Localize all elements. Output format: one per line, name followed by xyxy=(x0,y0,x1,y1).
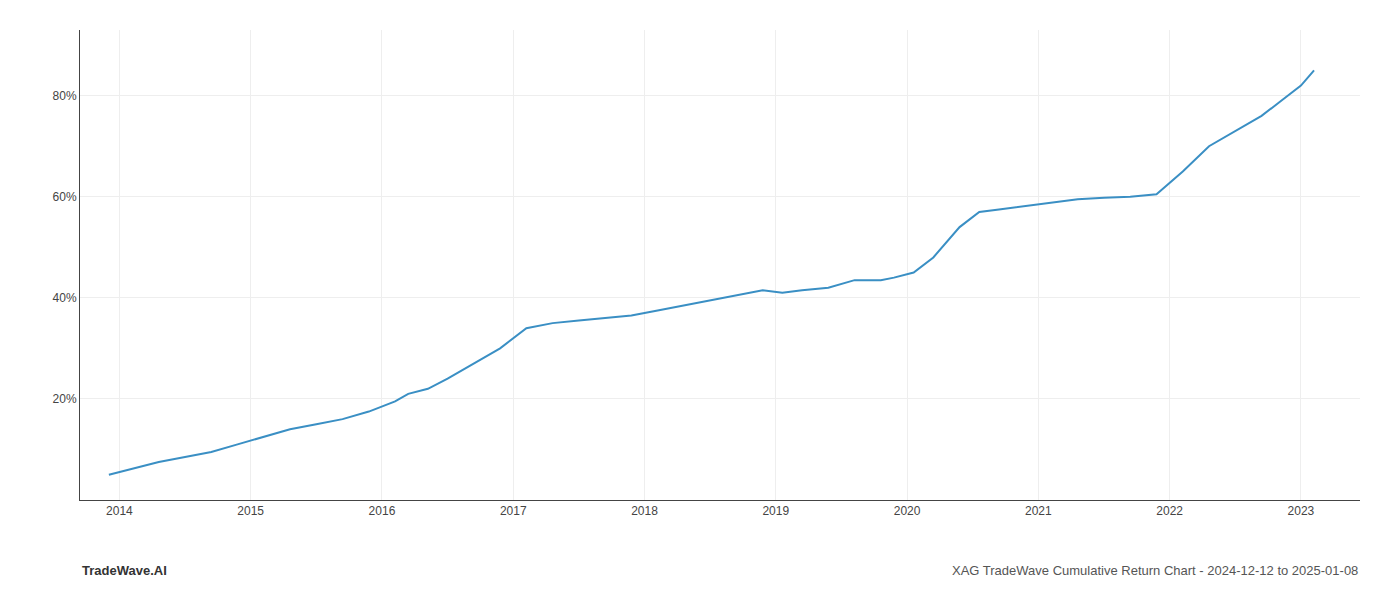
svg-text:2015: 2015 xyxy=(237,504,264,518)
svg-text:2016: 2016 xyxy=(369,504,396,518)
svg-text:80%: 80% xyxy=(53,89,77,103)
svg-text:XAG TradeWave Cumulative Retur: XAG TradeWave Cumulative Return Chart - … xyxy=(952,563,1358,578)
svg-text:2021: 2021 xyxy=(1025,504,1052,518)
svg-text:2023: 2023 xyxy=(1288,504,1315,518)
svg-text:2017: 2017 xyxy=(500,504,527,518)
svg-text:TradeWave.AI: TradeWave.AI xyxy=(82,563,167,578)
svg-text:2019: 2019 xyxy=(762,504,789,518)
svg-text:2020: 2020 xyxy=(894,504,921,518)
svg-text:60%: 60% xyxy=(53,190,77,204)
svg-text:40%: 40% xyxy=(53,291,77,305)
svg-text:2018: 2018 xyxy=(631,504,658,518)
svg-text:2014: 2014 xyxy=(106,504,133,518)
svg-text:20%: 20% xyxy=(53,392,77,406)
svg-text:2022: 2022 xyxy=(1156,504,1183,518)
